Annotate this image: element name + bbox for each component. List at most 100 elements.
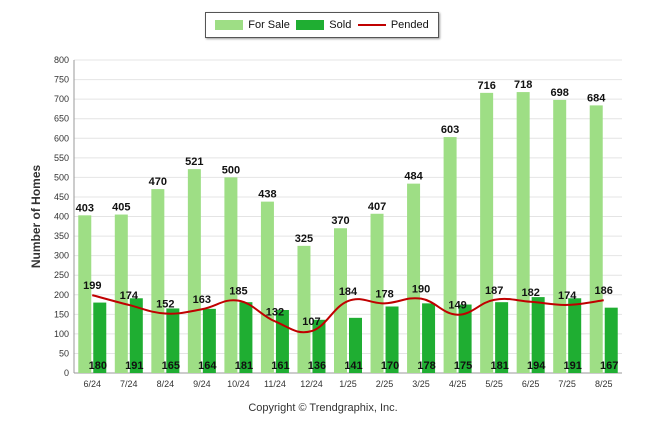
x-tick-label: 11/24 [264,379,286,389]
legend-item-pended: Pended [357,19,429,31]
pended-value-label: 174 [120,290,139,302]
y-tick-label: 600 [54,133,69,143]
y-tick-label: 150 [54,309,69,319]
sold-bar [349,317,362,373]
sold-bar [531,297,545,373]
sold-bar [129,298,143,373]
pended-value-label: 149 [448,300,466,312]
for-sale-bar [187,169,201,373]
sold-bar [202,308,216,373]
legend-item-sold: Sold [296,19,351,31]
pended-value-label: 178 [375,288,393,300]
x-tick-label: 8/24 [157,379,175,389]
x-tick-label: 7/25 [558,379,576,389]
for-sale-bar [516,92,530,374]
for-sale-value-label: 370 [331,215,349,227]
x-tick-label: 6/25 [522,379,540,389]
x-tick-label: 7/24 [120,379,138,389]
for-sale-value-label: 716 [477,80,495,92]
sold-value-label: 181 [235,360,253,372]
sold-value-label: 175 [454,360,472,372]
for-sale-value-label: 470 [149,176,167,188]
x-tick-label: 9/24 [193,379,211,389]
for-sale-value-label: 603 [441,124,459,136]
for-sale-bar [553,99,567,373]
pended-value-label: 185 [229,286,247,298]
legend-label-for-sale: For Sale [248,19,290,31]
for-sale-bar [443,137,457,373]
y-tick-label: 700 [54,94,69,104]
copyright-footer: Copyright © Trendgraphix, Inc. [248,402,398,414]
y-tick-label: 750 [54,75,69,85]
sold-bar [93,302,107,373]
for-sale-bar [151,189,165,373]
sold-value-label: 191 [125,360,143,372]
sold-value-label: 167 [600,360,618,372]
for-sale-bar [297,245,311,373]
sold-bar [458,304,472,373]
for-sale-value-label: 407 [368,201,386,213]
for-sale-bar [260,201,274,373]
x-tick-label: 2/25 [376,379,394,389]
x-tick-label: 8/25 [595,379,613,389]
for-sale-value-label: 405 [112,202,130,214]
x-tick-label: 6/24 [84,379,102,389]
y-tick-label: 650 [54,114,69,124]
y-tick-label: 450 [54,192,69,202]
sold-value-label: 180 [89,360,107,372]
sold-bar [166,308,180,373]
for-sale-bar [589,105,603,373]
y-tick-label: 350 [54,231,69,241]
for-sale-bar [224,177,238,373]
for-sale-value-label: 484 [404,171,423,183]
legend-label-pended: Pended [390,19,429,31]
sold-bar [604,307,618,373]
for-sale-value-label: 438 [258,189,276,201]
y-tick-label: 800 [54,55,69,65]
sold-value-label: 194 [527,360,546,372]
pended-swatch [357,24,386,26]
sold-value-label: 191 [564,360,582,372]
pended-value-label: 174 [558,290,577,302]
sold-value-label: 141 [344,360,362,372]
for-sale-bar [78,215,92,373]
pended-value-label: 152 [156,299,174,311]
pended-line [92,294,604,334]
y-tick-label: 200 [54,290,69,300]
for-sale-bar [480,92,494,374]
pended-value-label: 184 [339,286,358,298]
y-tick-label: 50 [59,348,69,358]
x-tick-label: 4/25 [449,379,467,389]
y-tick-label: 300 [54,251,69,261]
for-sale-bar [114,214,128,373]
sold-value-label: 136 [308,360,326,372]
for-sale-bar [370,213,384,373]
for-sale-bar [334,228,347,373]
legend-label-sold: Sold [329,19,352,31]
x-tick-label: 1/25 [339,379,357,389]
pended-value-label: 199 [83,280,101,292]
sold-value-label: 178 [417,360,435,372]
sold-bar [312,319,326,373]
sold-bar [422,303,436,373]
x-tick-label: 12/24 [300,379,323,389]
y-tick-label: 550 [54,153,69,163]
x-tick-label: 3/25 [412,379,430,389]
y-tick-label: 400 [54,212,69,222]
sold-bar [239,302,253,373]
x-tick-label: 5/25 [485,379,503,389]
for-sale-swatch [215,20,244,30]
sold-bar [495,302,509,373]
pended-value-label: 186 [595,285,613,297]
y-axis-label: Number of Homes [29,165,43,269]
sold-value-label: 164 [198,360,217,372]
y-tick-label: 0 [64,368,69,378]
pended-value-label: 132 [266,306,284,318]
y-tick-label: 250 [54,270,69,280]
y-tick-label: 100 [54,329,69,339]
y-tick-label: 500 [54,172,69,182]
for-sale-value-label: 698 [551,87,569,99]
pended-value-label: 182 [521,287,539,299]
sold-value-label: 165 [162,360,180,372]
